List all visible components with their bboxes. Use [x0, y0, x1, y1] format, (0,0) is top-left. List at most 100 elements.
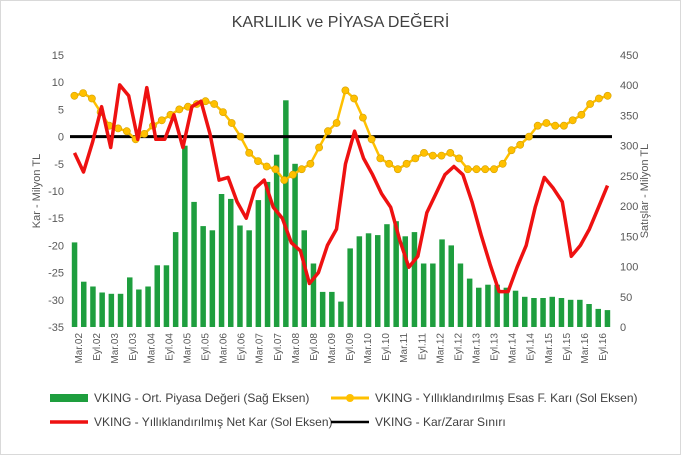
operating-profit-point — [175, 105, 184, 114]
operating-profit-point — [393, 165, 402, 174]
y-left-tick-label: 5 — [58, 104, 64, 116]
legend-swatch-red — [50, 420, 88, 424]
axes: 151050-5-10-15-20-25-30-3545040035030025… — [31, 50, 651, 364]
x-tick-label: Eyl.07 — [273, 333, 284, 361]
bar — [200, 226, 206, 327]
x-tick-label: Eyl.11 — [417, 333, 428, 360]
operating-profit-point — [577, 110, 586, 119]
legend-item-net-profit: VKING - Yıllıklandırılmış Net Kar (Sol E… — [50, 415, 333, 429]
y-left-tick-label: -5 — [54, 159, 64, 171]
operating-profit-point — [341, 86, 350, 95]
bar — [466, 278, 473, 327]
y-right-tick-label: 450 — [620, 50, 638, 62]
y-right-tick-label: 50 — [620, 292, 632, 304]
operating-profit-point — [288, 170, 297, 179]
legend-item-operating-profit: VKING - Yıllıklandırılmış Esas F. Karı (… — [331, 391, 638, 405]
bar — [402, 236, 408, 327]
operating-profit-point — [210, 100, 219, 108]
bar — [301, 230, 307, 327]
x-tick-label: Mar.05 — [182, 333, 193, 364]
operating-profit-point — [157, 116, 166, 125]
y-left-tick-label: 0 — [58, 132, 64, 144]
x-tick-label: Eyl.03 — [128, 333, 139, 361]
bar — [99, 292, 105, 327]
bar — [567, 299, 574, 327]
y-left-tick-label: -10 — [48, 186, 64, 198]
x-tick-label: Eyl.14 — [526, 333, 537, 361]
bar — [283, 100, 289, 327]
bar — [347, 248, 353, 327]
bar — [439, 239, 445, 327]
bar — [127, 277, 133, 327]
x-tick-label: Eyl.09 — [345, 333, 356, 361]
y-left-tick-label: 10 — [52, 77, 64, 89]
bar — [329, 291, 335, 327]
y-left-tick-label: -35 — [48, 322, 64, 334]
x-tick-label: Mar.07 — [255, 333, 266, 364]
bar — [117, 293, 124, 327]
bar — [558, 298, 565, 327]
bar — [448, 245, 454, 327]
x-tick-label: Mar.15 — [544, 333, 555, 364]
bar — [237, 225, 243, 327]
y-right-tick-label: 350 — [620, 110, 638, 122]
y-left-axis-title: Kar - Milyon TL — [31, 154, 43, 228]
x-tick-label: Mar.14 — [508, 333, 519, 364]
operating-profit-point — [446, 148, 455, 157]
x-tick-label: Mar.08 — [291, 333, 302, 364]
bar — [108, 293, 115, 327]
x-tick-label: Mar.06 — [219, 333, 230, 364]
legend-label: VKING - Kar/Zarar Sınırı — [375, 415, 506, 429]
legend-swatch-green — [50, 394, 88, 402]
line-series — [70, 83, 612, 294]
bar — [255, 200, 262, 327]
bar — [136, 289, 142, 327]
bar — [512, 290, 519, 327]
bar — [182, 145, 188, 327]
operating-profit-point — [437, 151, 446, 160]
operating-profit-point — [542, 119, 551, 127]
y-left-tick-label: -25 — [48, 268, 64, 280]
operating-profit-point — [70, 91, 79, 100]
x-tick-label: Eyl.12 — [453, 333, 464, 361]
bar — [163, 265, 170, 327]
operating-profit-point — [481, 165, 490, 174]
operating-profit-point — [568, 116, 577, 125]
operating-profit-point — [254, 157, 262, 165]
y-right-tick-label: 200 — [620, 201, 638, 213]
operating-profit-point — [560, 121, 568, 130]
y-right-tick-label: 0 — [620, 322, 626, 334]
operating-profit-point — [323, 127, 332, 136]
x-tick-label: Mar.16 — [580, 333, 591, 364]
operating-profit-point — [350, 94, 358, 103]
bar — [218, 194, 225, 327]
y-left-tick-label: -20 — [48, 240, 64, 252]
x-tick-label: Eyl.02 — [92, 333, 103, 361]
operating-profit-point — [280, 176, 289, 184]
chart-title: KARLILIK ve PİYASA DEĞERİ — [231, 14, 450, 31]
legend-label: VKING - Yıllıklandırılmış Net Kar (Sol E… — [94, 415, 333, 429]
operating-profit-point — [420, 148, 428, 157]
bar — [310, 263, 317, 327]
y-right-tick-label: 150 — [620, 231, 638, 243]
bar — [154, 265, 160, 327]
operating-profit-point — [490, 165, 498, 174]
x-tick-label: Eyl.04 — [164, 333, 175, 361]
operating-profit-point — [245, 148, 254, 157]
bar — [356, 236, 363, 327]
bar — [540, 298, 546, 327]
bar — [457, 263, 464, 327]
operating-profit-point — [402, 159, 411, 168]
operating-profit-point — [516, 140, 525, 149]
operating-profit-point — [376, 154, 385, 163]
bar — [476, 287, 482, 327]
bar — [522, 296, 528, 327]
x-tick-label: Mar.11 — [399, 333, 410, 363]
operating-profit-point — [227, 119, 236, 127]
operating-profit-point — [586, 100, 594, 108]
bar — [494, 284, 500, 327]
x-tick-label: Mar.09 — [327, 333, 338, 364]
x-tick-label: Eyl.06 — [237, 333, 248, 361]
operating-profit-point — [428, 151, 437, 160]
